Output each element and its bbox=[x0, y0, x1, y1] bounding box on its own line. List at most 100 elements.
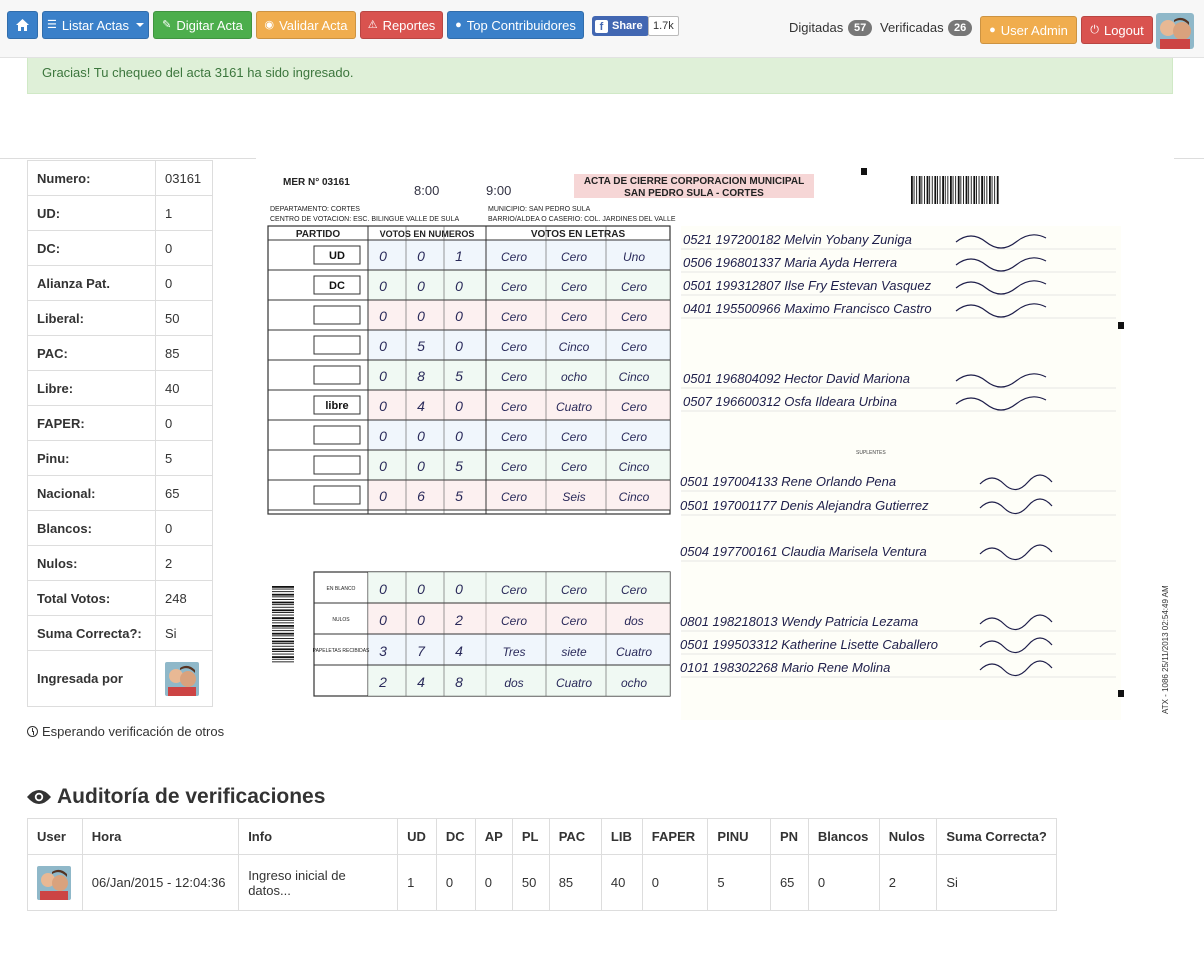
barcode-bar bbox=[272, 596, 294, 598]
vote-word: Cero bbox=[501, 280, 527, 294]
suplente-entry: 0501 199503312 Katherine Lisette Caballe… bbox=[680, 637, 938, 652]
barcode-bar bbox=[272, 591, 294, 593]
party-logo bbox=[313, 365, 361, 385]
audit-col-header: User bbox=[27, 818, 83, 855]
member-entry: 0506 196801337 Maria Ayda Herrera bbox=[683, 255, 897, 270]
vote-word: Seis bbox=[562, 490, 585, 504]
eye-icon: ◉ bbox=[264, 18, 275, 31]
vote-word: siete bbox=[561, 645, 587, 659]
digitar-acta-button[interactable]: ✎ Digitar Acta bbox=[153, 11, 252, 39]
vote-number: 0 bbox=[455, 338, 463, 354]
vote-number: 0 bbox=[379, 398, 387, 414]
barcode-bar bbox=[939, 176, 941, 204]
party-logo bbox=[313, 245, 361, 265]
audit-col-header: Suma Correcta? bbox=[936, 818, 1057, 855]
barcode-bar bbox=[986, 176, 988, 204]
vote-word: Cero bbox=[561, 460, 587, 474]
doc-suplentes-label: SUPLENTES bbox=[856, 450, 886, 456]
navbar: ☰ Listar Actas ✎ Digitar Acta ◉ Validar … bbox=[0, 0, 1204, 58]
barcode-bar bbox=[983, 176, 985, 204]
pencil-icon: ✎ bbox=[162, 18, 172, 31]
audit-col-header: AP bbox=[474, 818, 513, 855]
vote-word: Cero bbox=[501, 614, 527, 628]
vote-word: Cero bbox=[501, 370, 527, 384]
vote-word: Cuatro bbox=[556, 676, 592, 690]
audit-cell: 06/Jan/2015 - 12:04:36 bbox=[81, 854, 240, 911]
barcode-bar bbox=[921, 176, 923, 204]
acta-row: UD: 1 bbox=[27, 195, 213, 231]
suplente-entry: 0504 197700161 Claudia Marisela Ventura bbox=[680, 544, 927, 559]
barcode-bar bbox=[929, 176, 931, 204]
acta-field-value: 50 bbox=[155, 300, 213, 336]
logout-button[interactable]: ⏻ Logout bbox=[1081, 16, 1153, 44]
validar-acta-button[interactable]: ◉ Validar Acta bbox=[256, 11, 356, 39]
barcode-bar bbox=[272, 653, 294, 655]
signature bbox=[955, 234, 1047, 249]
barcode-bar bbox=[944, 176, 946, 204]
facebook-share-button[interactable]: f Share bbox=[592, 16, 649, 36]
power-icon: ⏻ bbox=[1090, 23, 1099, 36]
vote-word: Cuatro bbox=[556, 400, 592, 414]
barcode-bar bbox=[976, 176, 977, 204]
vote-number: 0 bbox=[455, 278, 463, 294]
user-avatar[interactable] bbox=[1156, 13, 1194, 49]
member-entry: 0507 196600312 Osfa Ildeara Urbina bbox=[683, 394, 897, 409]
barcode bbox=[911, 176, 999, 204]
barcode-bar bbox=[991, 176, 993, 204]
audit-cell: 2 bbox=[878, 854, 938, 911]
party-logo bbox=[313, 305, 361, 325]
audit-cell: 0 bbox=[435, 854, 476, 911]
totals-row-bg bbox=[368, 665, 670, 696]
reportes-button[interactable]: ⚠ Reportes bbox=[360, 11, 443, 39]
barcode-bar bbox=[918, 176, 921, 204]
acta-field-label: Numero: bbox=[27, 160, 156, 196]
eye-icon bbox=[27, 790, 51, 804]
acta-row: Blancos: 0 bbox=[27, 510, 213, 546]
vote-word: Cero bbox=[561, 430, 587, 444]
party-logo bbox=[313, 455, 361, 475]
acta-field-value: 248 bbox=[155, 580, 213, 616]
barcode-bar bbox=[965, 176, 968, 204]
member-entry: 0521 197200182 Melvin Yobany Zuniga bbox=[683, 232, 912, 247]
vote-word: Cinco bbox=[619, 460, 650, 474]
audit-cell: 50 bbox=[511, 854, 550, 911]
vote-word: Cero bbox=[621, 310, 647, 324]
party-row-bg bbox=[368, 450, 670, 480]
share-label: Share bbox=[612, 20, 643, 32]
acta-field-label: DC: bbox=[27, 230, 156, 266]
audit-cell: 1 bbox=[397, 854, 437, 911]
user-admin-button[interactable]: ● User Admin bbox=[980, 16, 1077, 44]
vote-word: ocho bbox=[621, 676, 647, 690]
barcode bbox=[272, 586, 294, 663]
vote-number: 3 bbox=[379, 643, 387, 659]
table-row: 06/Jan/2015 - 12:04:36 Ingreso inicial de… bbox=[27, 854, 1057, 911]
top-contribuidores-button[interactable]: ● Top Contribuidores bbox=[447, 11, 584, 39]
acta-field-value: 03161 bbox=[155, 160, 213, 196]
totals-row-bg bbox=[368, 572, 670, 603]
acta-field-label: Blancos: bbox=[27, 510, 156, 546]
acta-row: Libre: 40 bbox=[27, 370, 213, 406]
vote-number: 5 bbox=[417, 338, 425, 354]
reg-mark bbox=[861, 168, 867, 175]
user-admin-label: User Admin bbox=[1000, 22, 1068, 38]
col-numeros-header: VOTOS EN NUMEROS bbox=[380, 229, 475, 239]
barcode-bar bbox=[952, 176, 954, 204]
ingresada-row: Ingresada por bbox=[27, 650, 213, 707]
totals-label: EN BLANCO bbox=[327, 586, 356, 592]
avatar bbox=[165, 661, 199, 696]
vote-word: Cinco bbox=[619, 490, 650, 504]
listar-actas-dropdown[interactable]: ☰ Listar Actas bbox=[42, 11, 149, 39]
barcode-bar bbox=[924, 176, 925, 204]
vote-word: Cero bbox=[501, 400, 527, 414]
acta-data-table: Numero: 03161 UD: 1 DC: 0 Alianza Pat. 0 Liberal… bbox=[27, 160, 213, 707]
barcode-bar bbox=[968, 176, 970, 204]
barcode-bar bbox=[973, 176, 976, 204]
vote-word: Cero bbox=[561, 250, 587, 264]
doc-barrio: BARRIO/ALDEA O CASERIO: COL. JARDINES DE… bbox=[488, 216, 676, 223]
signature bbox=[979, 544, 1053, 561]
totals-row-bg bbox=[368, 603, 670, 634]
vote-number: 2 bbox=[378, 674, 387, 690]
party-row-bg bbox=[368, 480, 670, 510]
home-button[interactable] bbox=[7, 11, 38, 39]
barcode-bar bbox=[963, 176, 964, 204]
